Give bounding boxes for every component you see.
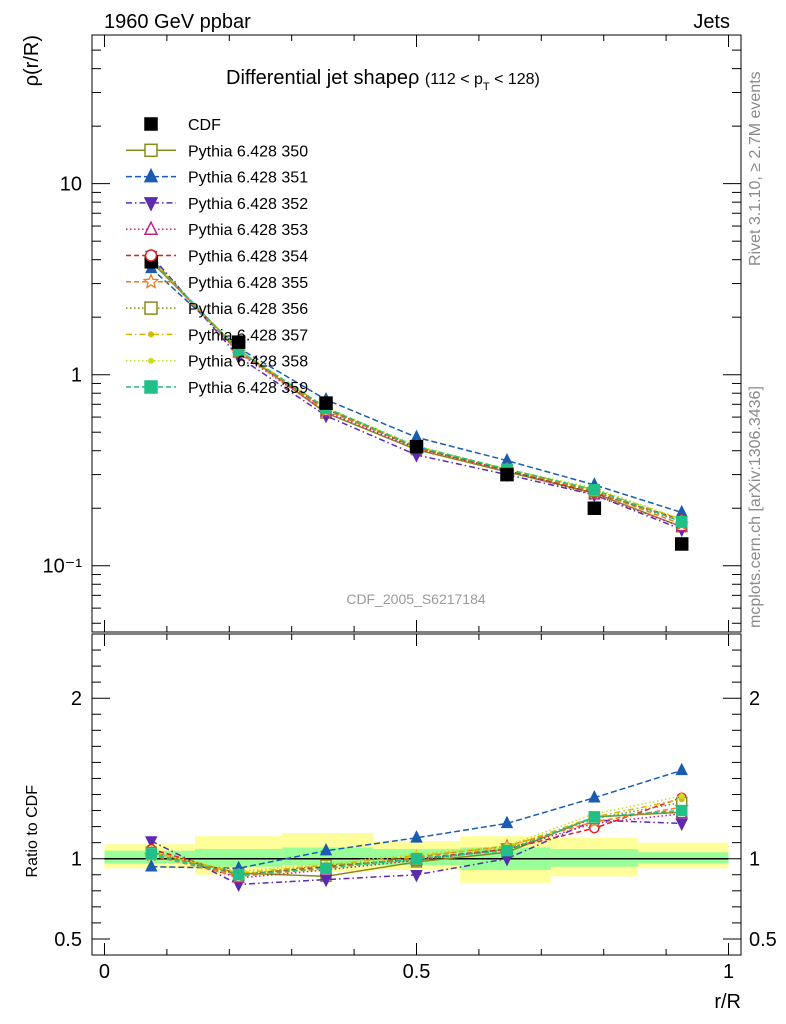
triangle-marker xyxy=(319,874,333,888)
y-tick-label-right: 1 xyxy=(749,849,760,871)
square-marker xyxy=(231,335,246,349)
y-tick-label: 1 xyxy=(71,365,82,387)
uncertainty-band-inner xyxy=(282,847,373,866)
triangle-marker xyxy=(588,790,601,803)
square-marker xyxy=(320,862,332,875)
square-marker xyxy=(587,501,602,515)
main-panel: 10 1 10⁻¹ ρ(r/R) xyxy=(21,34,742,633)
square-marker xyxy=(588,811,601,823)
legend-label: Pythia 6.428 355 xyxy=(188,275,308,292)
analysis-watermark: CDF_2005_S6217184 xyxy=(346,591,486,607)
ratio-panel-frame xyxy=(91,633,742,956)
legend-label: Pythia 6.428 354 xyxy=(188,249,308,266)
square-marker xyxy=(409,439,424,454)
legend-label: CDF xyxy=(188,117,221,134)
square-marker xyxy=(144,301,158,315)
x-tick-label: 0 xyxy=(99,961,110,983)
rivet-version-label: Rivet 3.1.10, ≥ 2.7M events xyxy=(747,71,764,266)
y-tick-label-right: 0.5 xyxy=(749,929,777,951)
y-tick-label: 10 xyxy=(60,174,82,196)
mcplots-label: mcplots.cern.ch [arXiv:1306.3436] xyxy=(747,386,764,628)
legend: CDF Pythia 6.428 350 Pythia 6.428 351 Pythi… xyxy=(126,117,308,397)
legend-label: Pythia 6.428 353 xyxy=(188,222,308,239)
ratio-panel: 0 0.5 1 r/R 2 2 1 1 0.5 0.5 Ratio to CDF xyxy=(24,633,777,1013)
triangle-marker xyxy=(675,818,688,832)
triangle-marker xyxy=(410,870,423,883)
circle-marker xyxy=(144,249,158,262)
legend-label: Pythia 6.428 351 xyxy=(188,170,308,187)
legend-label: Pythia 6.428 358 xyxy=(188,354,308,371)
x-tick-label: 1 xyxy=(723,961,734,983)
triangle-marker xyxy=(143,220,159,235)
square-marker xyxy=(501,844,513,857)
y-axis-label: ρ(r/R) xyxy=(21,35,43,86)
x-axis-label: r/R xyxy=(714,991,741,1013)
dot-marker xyxy=(678,793,685,800)
plot-title: Differential jet shapeρ (112 < pT < 128) xyxy=(226,67,540,93)
square-marker xyxy=(319,396,333,410)
square-marker xyxy=(675,804,688,817)
legend-label: Pythia 6.428 352 xyxy=(188,196,308,213)
title-range-index: T xyxy=(483,81,490,93)
square-marker xyxy=(144,143,158,158)
y-tick-label: 10⁻¹ xyxy=(43,556,83,578)
uncertainty-band-inner xyxy=(638,852,729,864)
triangle-marker xyxy=(500,815,514,829)
title-range-close: < 128) xyxy=(490,71,540,88)
triangle-marker xyxy=(145,859,158,872)
triangle-marker xyxy=(143,197,159,212)
triangle-marker xyxy=(143,167,159,183)
y-tick-label: 0.5 xyxy=(54,929,82,951)
uncertainty-band-inner xyxy=(550,849,639,867)
y-tick-label-right: 2 xyxy=(749,688,760,710)
triangle-marker xyxy=(319,842,333,856)
square-marker xyxy=(232,869,245,881)
square-marker xyxy=(145,848,158,860)
header-process-label: Jets xyxy=(693,11,730,33)
dot-marker xyxy=(148,331,154,338)
square-marker xyxy=(144,117,158,131)
title-symbol: ρ xyxy=(408,67,419,89)
legend-label: Pythia 6.428 359 xyxy=(188,380,308,397)
square-marker xyxy=(675,515,688,528)
square-marker xyxy=(500,467,514,482)
square-marker xyxy=(588,483,601,496)
title-range-open: (112 < p xyxy=(425,71,483,88)
square-marker xyxy=(144,380,158,394)
legend-label: Pythia 6.428 356 xyxy=(188,301,308,318)
legend-label: Pythia 6.428 357 xyxy=(188,327,308,344)
y-tick-label: 1 xyxy=(71,849,82,871)
dot-marker xyxy=(148,357,154,364)
title-main: Differential jet shape xyxy=(226,67,408,89)
uncertainty-band-inner xyxy=(194,849,283,867)
triangle-marker xyxy=(410,830,423,843)
header-energy-label: 1960 GeV ppbar xyxy=(104,11,251,33)
triangle-marker xyxy=(145,836,158,849)
x-tick-label: 0.5 xyxy=(403,961,431,983)
square-marker xyxy=(410,852,423,865)
svg-text:Differential jet shapeρ: Differential jet shapeρ (112 < pT < 128) xyxy=(226,67,540,93)
legend-label: Pythia 6.428 350 xyxy=(188,143,308,160)
square-marker xyxy=(674,537,689,551)
triangle-marker xyxy=(675,762,688,776)
y-tick-label: 2 xyxy=(71,688,82,710)
ratio-axis-label: Ratio to CDF xyxy=(24,785,41,878)
star-marker xyxy=(142,273,160,289)
